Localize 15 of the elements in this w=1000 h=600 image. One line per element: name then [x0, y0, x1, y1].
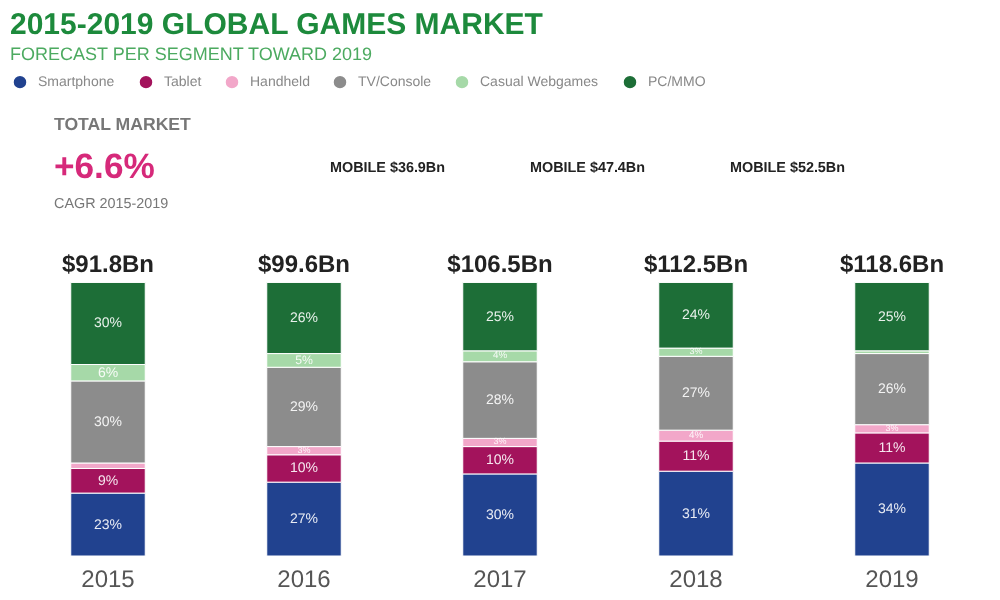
text: +6.6% — [54, 146, 156, 186]
bar — [658, 281, 734, 349]
x-tick-label: 2016 — [277, 565, 332, 593]
annotation: $106.5Bn — [447, 250, 553, 279]
text: TOTAL MARKET — [54, 114, 193, 134]
annotation: $118.6Bn — [839, 250, 945, 279]
x-tick-label: 2019 — [865, 565, 920, 593]
x-tick-label: 2015 — [81, 565, 136, 593]
chart-title: 2015-2019 GLOBAL GAMES MARKET — [10, 8, 543, 42]
annotation: $91.8Bn — [61, 250, 155, 279]
annotation: $112.5Bn — [643, 250, 749, 279]
chart-subtitle: FORECAST PER SEGMENT TOWARD 2019 — [10, 44, 373, 64]
x-tick-label: 2018 — [669, 565, 724, 593]
x-tick-label: 2017 — [473, 565, 528, 593]
annotation: $99.6Bn — [257, 250, 351, 279]
